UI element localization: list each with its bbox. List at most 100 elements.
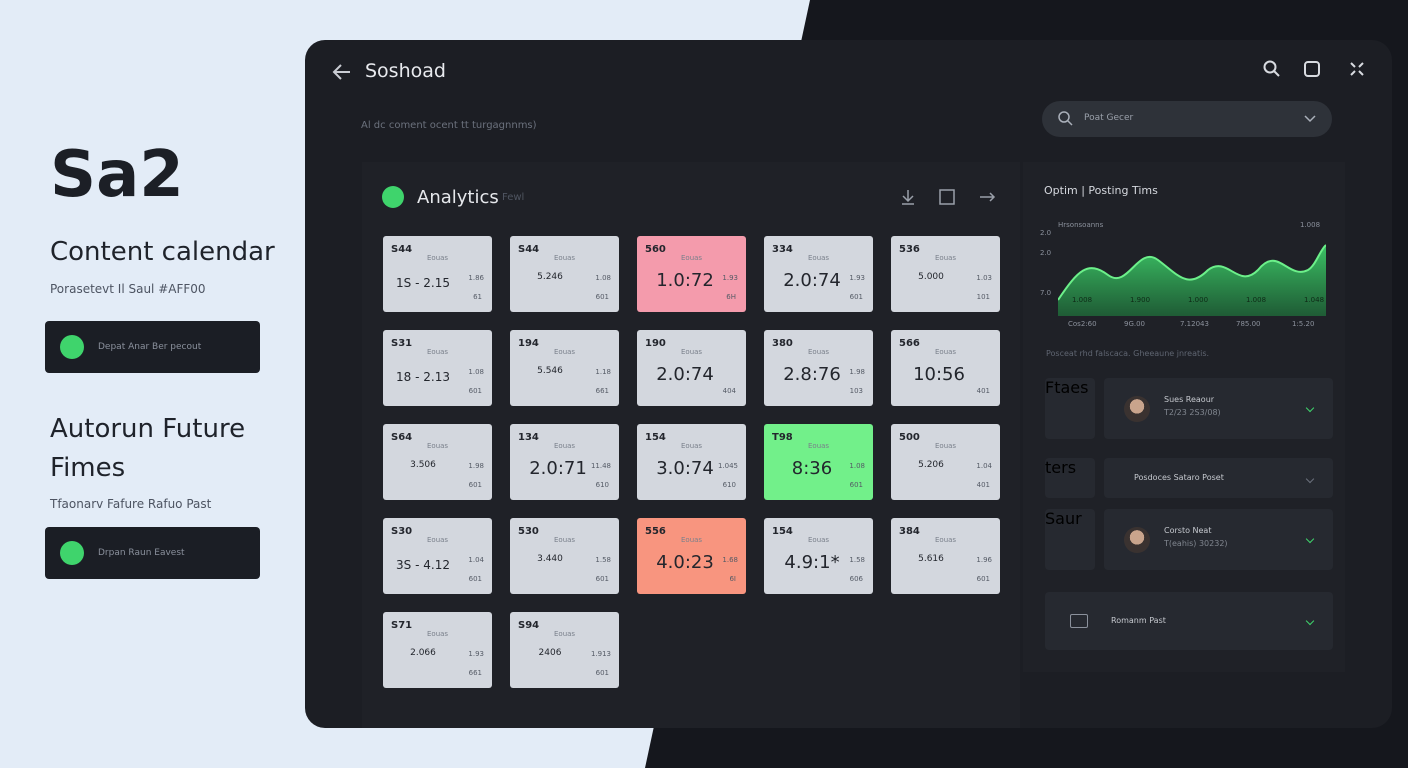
cell-id: 530 (518, 526, 539, 537)
cell-side: 1.68 (722, 556, 738, 564)
post-item[interactable]: Romanm Past (1045, 592, 1333, 650)
analytics-tag: Fewl (502, 192, 525, 203)
cell-value: 3.506 (410, 460, 436, 470)
cell-tag: Eouas (427, 536, 449, 544)
cell-tag: Eouas (808, 254, 830, 262)
cell-tag: Eouas (808, 348, 830, 356)
cell-id: 194 (518, 338, 539, 349)
cell-id: S31 (391, 338, 413, 349)
cell-foot: 601 (595, 575, 609, 583)
cell-tag: Eouas (935, 536, 957, 544)
cell-value: 18 - 2.13 (396, 370, 450, 384)
cell-value: 5.546 (537, 366, 563, 376)
calendar-cell[interactable]: 154 Eouas 3.0:74 1.045 610 (637, 424, 746, 500)
cell-id: S71 (391, 620, 413, 631)
calendar-cell[interactable]: 194 Eouas 5.546 1.18 661 (510, 330, 619, 406)
window-subtitle: Al dc coment ocent tt turgagnnms) (361, 120, 537, 131)
back-button[interactable] (331, 62, 353, 82)
cell-id: S94 (518, 620, 540, 631)
cell-tag: Eouas (427, 442, 449, 450)
cell-value: 10:56 (913, 364, 965, 385)
search-box[interactable]: Poat Gecer (1042, 101, 1332, 137)
post-item[interactable]: Sues Reaour T2/23 2S3/08) (1104, 378, 1333, 439)
cell-foot: 401 (976, 387, 990, 395)
calendar-cell[interactable]: S30 Eouas 3S - 4.12 1.04 601 (383, 518, 492, 594)
cell-tag: Eouas (554, 442, 576, 450)
cell-id: 500 (899, 432, 920, 443)
x-label: 1:5.20 (1292, 320, 1315, 328)
cell-foot: 661 (595, 387, 609, 395)
calendar-cell[interactable]: S64 Eouas 3.506 1.98 601 (383, 424, 492, 500)
cell-value: 5.616 (918, 554, 944, 564)
item-sub: T(eahis) 30232) (1164, 539, 1228, 548)
item-icon: ters (1045, 458, 1095, 498)
card-actions[interactable] (900, 188, 1000, 208)
calendar-cell[interactable]: S31 Eouas 18 - 2.13 1.08 601 (383, 330, 492, 406)
calendar-cell[interactable]: T98 Eouas 8:36 1.08 601 (764, 424, 873, 500)
calendar-cell[interactable]: 530 Eouas 3.440 1.58 601 (510, 518, 619, 594)
item-name: Posdoces Sataro Poset (1134, 473, 1224, 482)
y-label: 2.0 (1040, 249, 1052, 257)
calendar-cell[interactable]: S94 Eouas 2406 1.913 601 (510, 612, 619, 688)
cell-value: 5.246 (537, 272, 563, 282)
item-name: Sues Reaour (1164, 395, 1215, 404)
x-label: 9G.00 (1124, 320, 1146, 328)
calendar-cell[interactable]: 190 Eouas 2.0:74 404 (637, 330, 746, 406)
cell-side: 1.93 (849, 274, 865, 282)
cell-value: 2.0:74 (656, 364, 714, 385)
item-icon: Saur (1045, 509, 1095, 570)
calendar-cell[interactable]: 380 Eouas 2.8:76 1.98 103 (764, 330, 873, 406)
cell-side: 1.18 (595, 368, 611, 376)
cell-foot: 601 (468, 481, 482, 489)
chevron (1305, 474, 1315, 484)
button-label: Drpan Raun Eavest (98, 548, 185, 558)
post-item[interactable]: Corsto Neat T(eahis) 30232) (1104, 509, 1333, 570)
cell-tag: Eouas (681, 442, 703, 450)
action-button[interactable]: Drpan Raun Eavest (45, 527, 260, 579)
cell-id: S30 (391, 526, 413, 537)
cell-tag: Eouas (554, 254, 576, 262)
item-sub: T2/23 2S3/08) (1164, 408, 1221, 417)
calendar-cell[interactable]: 566 Eouas 10:56 401 (891, 330, 1000, 406)
cell-foot: 6I (729, 575, 736, 583)
cell-foot: 601 (849, 293, 863, 301)
item-icon: Ftaes (1045, 378, 1095, 439)
calendar-cell[interactable]: 500 Eouas 5.206 1.04 401 (891, 424, 1000, 500)
cell-id: 154 (645, 432, 666, 443)
calendar-cell[interactable]: 384 Eouas 5.616 1.96 601 (891, 518, 1000, 594)
cell-foot: 610 (722, 481, 736, 489)
cell-tag: Eouas (681, 348, 703, 356)
x-label: 785.00 (1236, 320, 1261, 328)
calendar-cell[interactable]: 560 Eouas 1.0:72 1.93 6H (637, 236, 746, 312)
cell-foot: 101 (976, 293, 990, 301)
cell-foot: 401 (976, 481, 990, 489)
calendar-cell[interactable]: 536 Eouas 5.000 1.03 101 (891, 236, 1000, 312)
action-button[interactable]: Depat Anar Ber pecout (45, 321, 260, 373)
cell-value: 2.8:76 (783, 364, 841, 385)
calendar-cell[interactable]: 334 Eouas 2.0:74 1.93 601 (764, 236, 873, 312)
calendar-cell[interactable]: S71 Eouas 2.066 1.93 661 (383, 612, 492, 688)
toolbar-icons[interactable] (1263, 60, 1373, 80)
calendar-cell[interactable]: 556 Eouas 4.0:23 1.68 6I (637, 518, 746, 594)
chevron (1305, 404, 1315, 413)
cell-value: 2.066 (410, 648, 436, 658)
section-sub: Tfaonarv Fafure Rafuo Past (50, 497, 212, 511)
calendar-cell[interactable]: S44 Eouas 5.246 1.08 601 (510, 236, 619, 312)
cell-tag: Eouas (427, 348, 449, 356)
button-label: Depat Anar Ber pecout (98, 342, 202, 352)
calendar-cell[interactable]: S44 Eouas 1S - 2.15 1.86 61 (383, 236, 492, 312)
window-title: Soshoad (365, 60, 446, 82)
cell-value: 2406 (538, 648, 562, 658)
cell-side: 1.58 (595, 556, 611, 564)
cell-id: 556 (645, 526, 666, 537)
calendar-cell[interactable]: 154 Eouas 4.9:1* 1.58 606 (764, 518, 873, 594)
cell-value: 8:36 (791, 458, 833, 479)
cell-value: 5.206 (918, 460, 944, 470)
cell-tag: Eouas (681, 536, 703, 544)
cell-side: 1.98 (468, 462, 484, 470)
cell-value: 4.0:23 (656, 552, 714, 573)
post-item[interactable]: Posdoces Sataro Poset (1104, 458, 1333, 498)
cell-tag: Eouas (427, 254, 449, 262)
calendar-cell[interactable]: 134 Eouas 2.0:71 11.48 610 (510, 424, 619, 500)
cell-side: 1.86 (468, 274, 484, 282)
